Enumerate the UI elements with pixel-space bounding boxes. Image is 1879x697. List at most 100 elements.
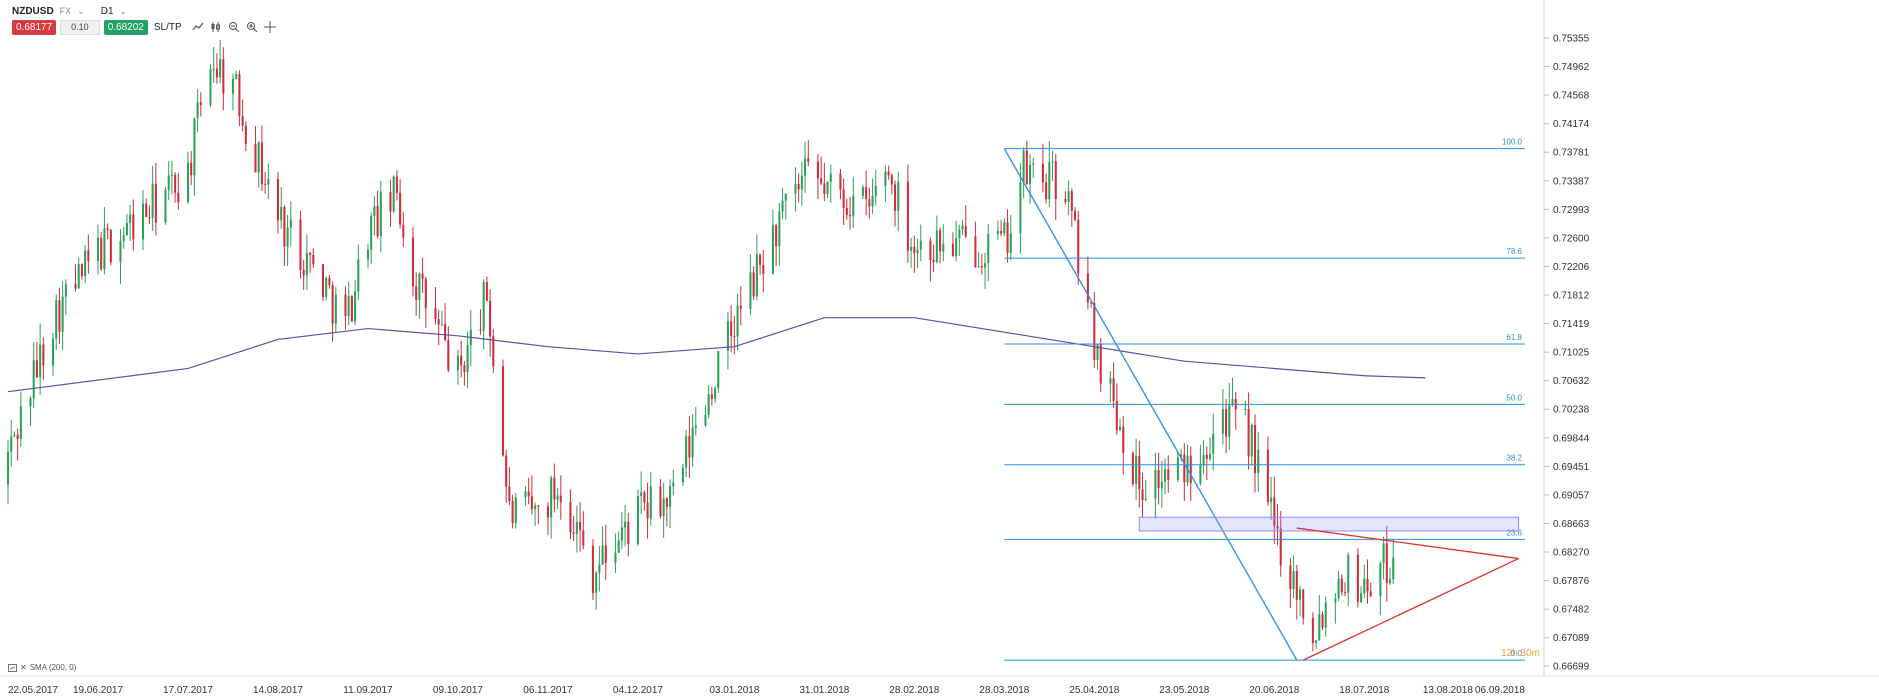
candle-body [733,335,736,337]
volume-field[interactable]: 0.10 [60,19,100,35]
candle-body [546,506,549,518]
fib-level-label: 50.0 [1506,393,1522,402]
candle-body [672,482,675,487]
candle-body [537,505,540,507]
x-tick-label: 22.05.2017 [8,685,58,696]
candle-body [1250,424,1253,457]
candle-body [980,266,983,268]
candle-body [897,181,900,211]
candle-body [1070,191,1073,211]
candle-body [119,241,122,263]
candle-body [1270,497,1273,502]
candle-body [508,486,511,502]
candle-body [826,181,829,194]
candle-body [164,189,167,223]
timeframe-label[interactable]: D1 [100,5,114,17]
candle-body [283,207,286,247]
chevron-down-icon[interactable]: ⌄ [119,5,128,16]
candle-body [861,187,864,196]
candle-body [1221,409,1224,434]
market-tag: FX [59,6,72,16]
zoom-out-icon[interactable] [228,21,240,33]
symbol-label[interactable]: NZDUSD [12,5,54,17]
candle-body [1388,579,1392,584]
crosshair-icon[interactable] [263,21,276,33]
candle-body [906,181,909,251]
candle-body [1051,161,1054,163]
candle-body [1176,457,1179,480]
candle-body [643,492,646,503]
candle-body [1244,408,1247,410]
candle-body [148,216,151,218]
candle-body [1334,598,1337,603]
candle-body [1183,454,1186,483]
candle-body [1164,469,1167,482]
candle-body [688,436,691,458]
candle-body [1109,378,1112,384]
candle-body [800,175,803,190]
candle-body [379,192,382,237]
x-tick-label: 13.08.2018 [1423,685,1473,696]
candle-body [1379,563,1382,597]
candle-body [839,173,842,190]
candle-body [373,205,376,217]
candle-body [1074,210,1077,220]
candle-body [1096,344,1099,360]
candle-body [1337,578,1340,599]
candle-body [347,296,350,317]
x-tick-label: 09.10.2017 [433,685,483,696]
candle-body [842,189,845,208]
candle-body [1205,454,1208,459]
y-tick-label: 0.74568 [1553,91,1590,102]
candle-body [951,243,954,257]
candle-body [1131,452,1134,485]
candle-body [399,192,402,225]
candle-body [964,225,967,237]
candle-body [614,552,617,563]
candle-body [42,344,45,366]
candle-body [103,228,106,270]
resistance-zone [1138,516,1520,532]
candle-body [1045,182,1048,200]
close-icon[interactable]: ✕ [20,663,27,672]
candle-body [939,230,942,252]
buy-button[interactable]: 0.68202 [103,19,148,35]
candle-body [1340,578,1343,593]
candle-body [312,254,315,265]
candle-body [620,527,623,541]
candle-body [424,278,427,309]
candle-body [1273,497,1276,526]
candle-body [871,196,874,207]
candle-body [321,264,324,298]
candle-body [685,436,688,468]
candle-body [6,451,10,485]
candle-body [1289,565,1292,590]
sell-button[interactable]: 0.68177 [12,19,57,35]
candle-body [1029,164,1032,185]
candle-body [974,236,977,268]
chevron-down-icon[interactable]: ⌄ [77,5,85,16]
candle-body [530,496,533,510]
zoom-in-icon[interactable] [246,21,258,33]
candle-body [276,179,280,221]
candle-body [1392,557,1395,580]
x-tick-label: 23.05.2018 [1159,685,1209,696]
candle-body [1253,424,1257,474]
candle-body [1003,222,1006,234]
candle-body [129,214,132,223]
candle-body [106,228,109,230]
candle-body [1064,198,1067,202]
candle-body [1048,162,1051,200]
candle-body [280,207,283,221]
x-tick-label: 28.02.2018 [889,685,939,696]
candle-body [395,176,398,193]
candle-body [640,492,643,496]
line-chart-icon[interactable] [192,21,204,33]
candle-body [209,69,212,106]
candle-body [752,272,755,297]
candlestick-icon[interactable] [210,21,222,33]
candle-body [1119,426,1122,431]
candle-body [241,116,244,126]
sltp-button[interactable]: SL/TP [153,21,182,33]
